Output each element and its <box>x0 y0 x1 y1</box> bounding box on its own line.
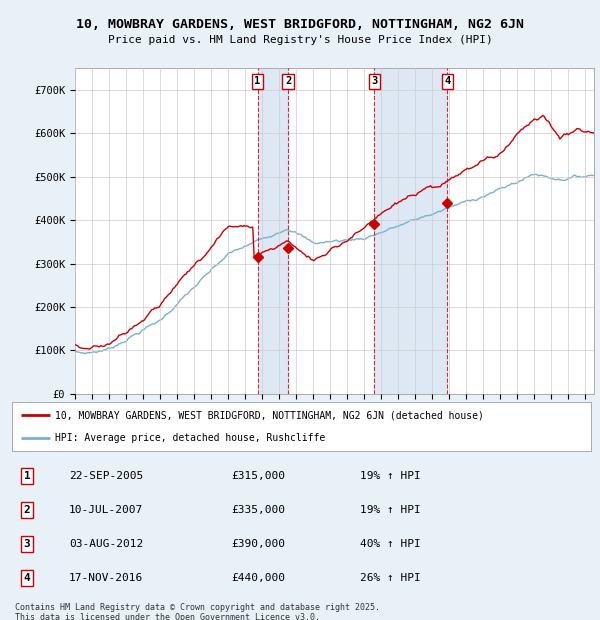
Text: 22-SEP-2005: 22-SEP-2005 <box>69 471 143 481</box>
Text: £390,000: £390,000 <box>231 539 285 549</box>
Text: 19% ↑ HPI: 19% ↑ HPI <box>360 471 421 481</box>
Text: 2: 2 <box>23 505 31 515</box>
Text: 3: 3 <box>371 76 377 86</box>
Text: 4: 4 <box>23 573 31 583</box>
Text: 19% ↑ HPI: 19% ↑ HPI <box>360 505 421 515</box>
Text: 3: 3 <box>23 539 31 549</box>
Text: 10-JUL-2007: 10-JUL-2007 <box>69 505 143 515</box>
Text: HPI: Average price, detached house, Rushcliffe: HPI: Average price, detached house, Rush… <box>55 433 326 443</box>
Text: £440,000: £440,000 <box>231 573 285 583</box>
Text: 26% ↑ HPI: 26% ↑ HPI <box>360 573 421 583</box>
Text: 40% ↑ HPI: 40% ↑ HPI <box>360 539 421 549</box>
Bar <box>257 68 288 394</box>
Text: Price paid vs. HM Land Registry's House Price Index (HPI): Price paid vs. HM Land Registry's House … <box>107 35 493 45</box>
Text: Contains HM Land Registry data © Crown copyright and database right 2025.
This d: Contains HM Land Registry data © Crown c… <box>15 603 380 620</box>
Text: 2: 2 <box>285 76 292 86</box>
Text: 17-NOV-2016: 17-NOV-2016 <box>69 573 143 583</box>
Text: 10, MOWBRAY GARDENS, WEST BRIDGFORD, NOTTINGHAM, NG2 6JN (detached house): 10, MOWBRAY GARDENS, WEST BRIDGFORD, NOT… <box>55 410 484 420</box>
Text: £335,000: £335,000 <box>231 505 285 515</box>
Text: 4: 4 <box>444 76 451 86</box>
Text: 1: 1 <box>23 471 31 481</box>
Bar <box>374 68 448 394</box>
Text: £315,000: £315,000 <box>231 471 285 481</box>
Text: 10, MOWBRAY GARDENS, WEST BRIDGFORD, NOTTINGHAM, NG2 6JN: 10, MOWBRAY GARDENS, WEST BRIDGFORD, NOT… <box>76 19 524 31</box>
Text: 03-AUG-2012: 03-AUG-2012 <box>69 539 143 549</box>
Text: 1: 1 <box>254 76 261 86</box>
